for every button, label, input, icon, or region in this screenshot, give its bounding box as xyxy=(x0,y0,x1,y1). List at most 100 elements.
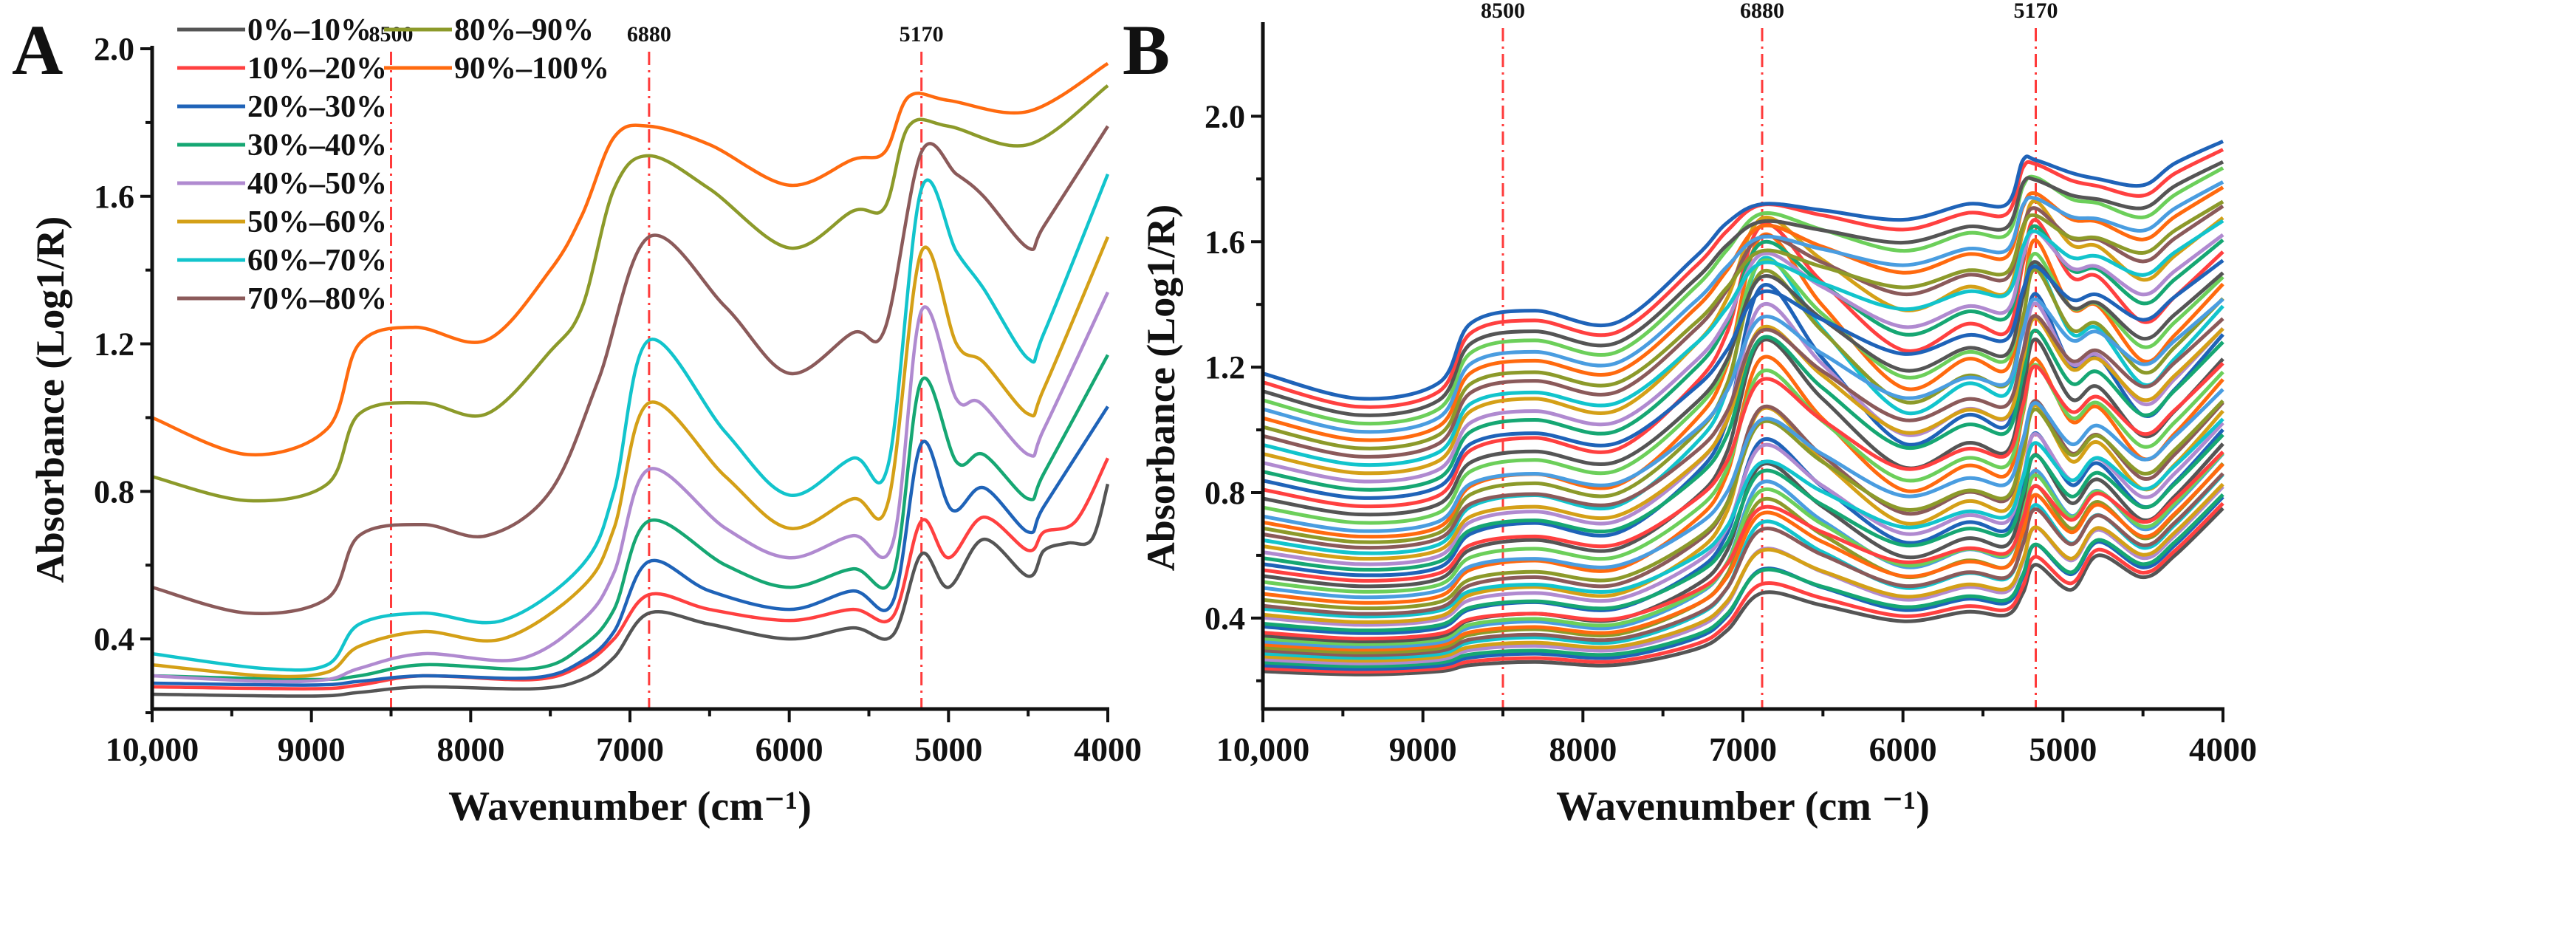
x-tick-label: 5000 xyxy=(2029,730,2097,768)
reference-label: 5170 xyxy=(2014,0,2058,23)
legend-item: 40%–50% xyxy=(177,167,387,201)
x-tick-label: 6000 xyxy=(1869,730,1937,768)
x-tick-label: 10,000 xyxy=(1216,730,1310,768)
y-tick-label: 0.8 xyxy=(94,473,134,510)
series-line xyxy=(1263,388,2224,600)
x-tick-label: 7000 xyxy=(596,730,664,768)
series-line xyxy=(1263,472,2224,657)
y-tick-label: 0.4 xyxy=(94,621,134,657)
x-axis-title: Wavenumber (cm ⁻¹) xyxy=(1556,784,1930,829)
series-line xyxy=(1263,314,2224,550)
spectra xyxy=(152,62,1110,698)
y-tick-label: 1.2 xyxy=(94,326,134,363)
y-tick-label: 2.0 xyxy=(94,31,134,67)
legend-item: 90%–100% xyxy=(384,52,609,86)
series-line xyxy=(1263,199,2224,451)
series-line xyxy=(1263,229,2224,484)
x-tick-label: 4000 xyxy=(1074,730,1142,768)
legend-label: 60%–70% xyxy=(247,244,387,278)
x-tick-label: 9000 xyxy=(1389,730,1457,768)
x-tick-label: 5000 xyxy=(914,730,982,768)
y-axis-title: Absorbance (Log1/R) xyxy=(1139,205,1183,572)
series-line xyxy=(152,236,1110,679)
legend-label: 50%–60% xyxy=(247,205,387,239)
legend-label: 40%–50% xyxy=(247,167,387,201)
x-tick-label: 8000 xyxy=(1549,730,1617,768)
series-line xyxy=(152,483,1110,698)
reference-label: 6880 xyxy=(1740,0,1784,23)
legend-item: 70%–80% xyxy=(177,282,387,316)
legend-item: 30%–40% xyxy=(177,129,387,162)
spectra xyxy=(1263,140,2224,677)
y-tick-label: 0.4 xyxy=(1205,600,1245,637)
series-line xyxy=(152,291,1110,684)
x-tick-label: 6000 xyxy=(756,730,823,768)
series-line xyxy=(1263,462,2224,652)
series-line xyxy=(1263,301,2224,566)
panel-b: 8500 6880 5170 0.4 0.8 1.2 1.6 2.0 10,000 9000 800… xyxy=(1123,0,2257,829)
legend-label: 0%–10% xyxy=(247,13,371,47)
x-axis-title: Wavenumber (cm⁻¹) xyxy=(448,784,812,829)
series-line xyxy=(1263,399,2224,611)
series-line xyxy=(152,84,1109,503)
series-line xyxy=(152,457,1110,691)
series-line xyxy=(1263,316,2224,561)
panel-label: B xyxy=(1123,10,1170,89)
reference-label: 5170 xyxy=(900,22,944,47)
legend-item: 60%–70% xyxy=(177,244,387,278)
y-tick-label: 2.0 xyxy=(1205,98,1245,134)
legend-label: 10%–20% xyxy=(247,52,387,86)
series-line xyxy=(1263,338,2224,589)
series-line xyxy=(1263,493,2224,668)
series-line xyxy=(1263,258,2224,500)
reference-label: 8500 xyxy=(369,22,414,47)
series-line xyxy=(1263,160,2224,417)
series-line xyxy=(1263,433,2224,633)
reference-label: 6880 xyxy=(627,22,671,47)
series-line xyxy=(1263,297,2224,533)
series-line xyxy=(152,125,1109,615)
series-line xyxy=(152,354,1109,682)
legend-item: 10%–20% xyxy=(177,52,387,86)
legend: 0%–10% 10%–20% 20%–30% 30%–40% 40%–50% 50%–60… xyxy=(177,13,609,316)
series-line xyxy=(1263,417,2224,619)
panel-label: A xyxy=(12,10,63,89)
reference-label: 8500 xyxy=(1481,0,1525,23)
y-tick-label: 1.6 xyxy=(94,179,134,215)
series-line xyxy=(1263,462,2224,654)
series-line xyxy=(1263,185,2224,442)
series-line xyxy=(1263,501,2224,674)
series-line xyxy=(152,405,1109,687)
legend-item: 20%–30% xyxy=(177,90,387,124)
series-line xyxy=(1263,148,2224,409)
series-line xyxy=(1263,362,2224,583)
legend-label: 80%–90% xyxy=(454,13,594,47)
legend-label: 20%–30% xyxy=(247,90,387,124)
series-line xyxy=(1263,180,2224,434)
x-tick-label: 7000 xyxy=(1709,730,1777,768)
x-tick-label: 8000 xyxy=(436,730,504,768)
series-line xyxy=(1263,328,2224,572)
series-line xyxy=(1263,140,2224,401)
series-line xyxy=(1263,199,2224,476)
y-tick-label: 1.2 xyxy=(1205,349,1245,386)
series-line xyxy=(1263,219,2224,468)
legend-label: 90%–100% xyxy=(454,52,609,86)
y-tick-label: 0.8 xyxy=(1205,475,1245,511)
series-line xyxy=(152,62,1109,456)
x-tick-label: 4000 xyxy=(2189,730,2257,768)
series-line xyxy=(1263,482,2224,663)
series-line xyxy=(1263,507,2224,677)
legend-item: 80%–90% xyxy=(384,13,594,47)
series-line xyxy=(152,173,1110,672)
legend-item: 0%–10% xyxy=(177,13,371,47)
series-line xyxy=(1263,451,2224,641)
legend-label: 30%–40% xyxy=(247,129,387,162)
x-tick-label: 9000 xyxy=(278,730,346,768)
legend-item: 50%–60% xyxy=(177,205,387,239)
y-tick-label: 1.6 xyxy=(1205,224,1245,260)
x-tick-label: 10,000 xyxy=(106,730,199,768)
panel-a: 8500 6880 5170 0.4 0.8 1.2 1.6 2.0 10,000 9000 800… xyxy=(12,10,1142,829)
legend-label: 70%–80% xyxy=(247,282,387,316)
